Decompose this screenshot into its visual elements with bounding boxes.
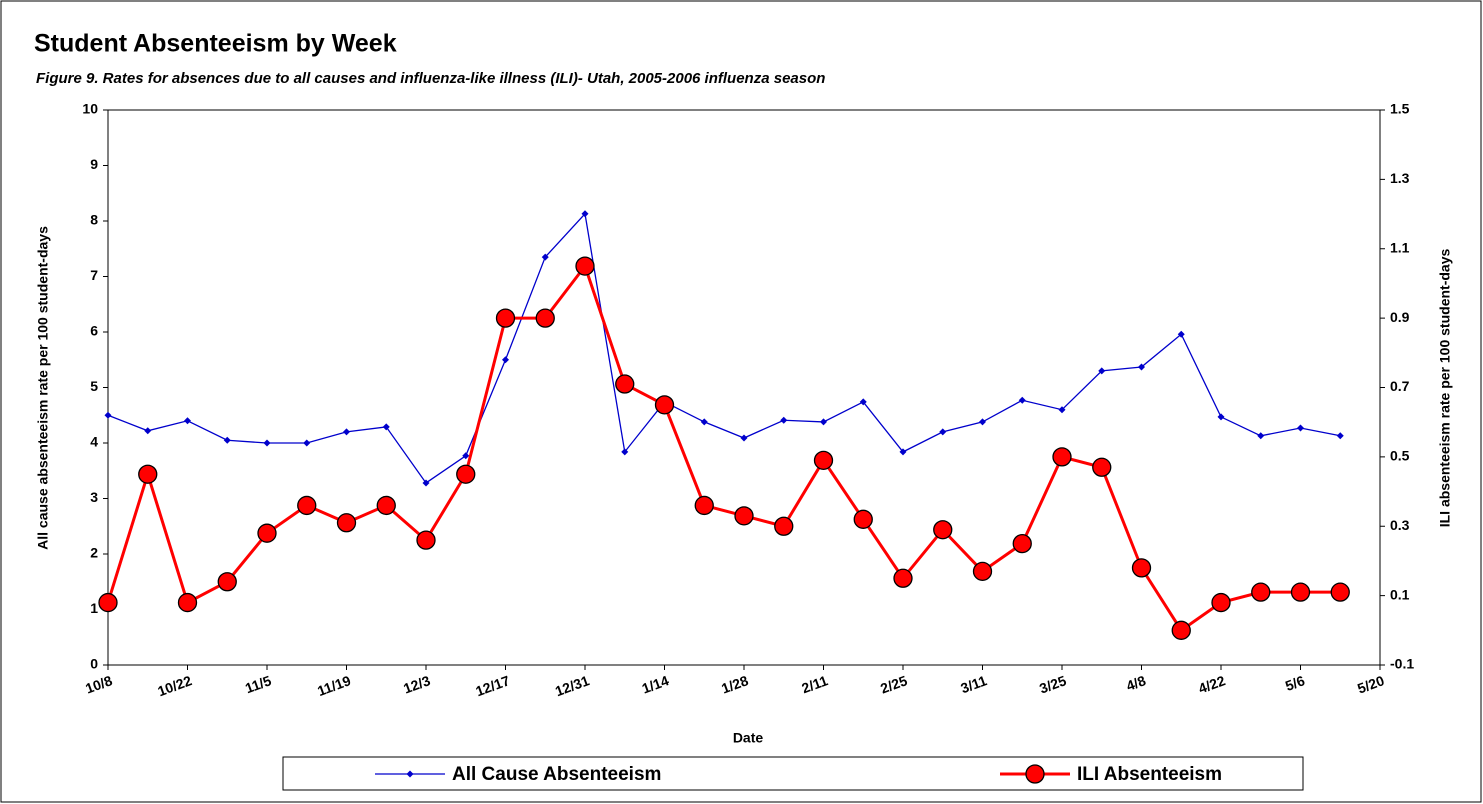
y2-tick-label: 0.7	[1390, 378, 1410, 394]
point	[933, 520, 953, 540]
point	[1330, 582, 1350, 602]
y-tick-label: 7	[90, 267, 98, 283]
point	[774, 516, 794, 536]
y-tick-label: 9	[90, 156, 98, 172]
point	[581, 210, 589, 218]
y2-tick-label: 1.5	[1390, 101, 1410, 117]
point	[939, 428, 947, 436]
y2-tick-label: 0.9	[1390, 309, 1410, 325]
y2-tick-label: -0.1	[1390, 656, 1414, 672]
point	[144, 427, 152, 435]
x-tick-label: 4/8	[1124, 672, 1148, 694]
y-tick-label: 6	[90, 323, 98, 339]
point	[376, 495, 396, 516]
point	[1257, 432, 1265, 440]
point	[575, 256, 595, 276]
point	[1171, 620, 1191, 640]
legend-label: All Cause Absenteeism	[452, 764, 661, 785]
point	[138, 464, 158, 484]
point	[184, 417, 191, 425]
legend-label: ILI Absenteeism	[1077, 764, 1222, 785]
point	[541, 253, 549, 261]
y-axis-label: All cause absenteeism rate per 100 stude…	[35, 226, 51, 550]
point	[502, 356, 509, 364]
y-tick-label: 5	[90, 378, 98, 394]
point	[495, 308, 516, 328]
point	[979, 418, 986, 426]
point	[820, 418, 827, 426]
x-tick-label: 5/6	[1283, 672, 1307, 694]
y-tick-label: 8	[90, 212, 98, 228]
point	[535, 308, 555, 328]
y2-tick-label: 1.1	[1390, 239, 1410, 255]
y2-tick-label: 0.1	[1390, 586, 1410, 602]
point	[217, 572, 237, 592]
y-tick-label: 3	[90, 489, 98, 505]
point	[1211, 592, 1231, 613]
point	[1177, 330, 1185, 338]
point	[740, 434, 748, 442]
y-tick-label: 1	[90, 600, 98, 616]
point	[813, 450, 834, 470]
y2-tick-label: 0.3	[1390, 517, 1410, 533]
point	[406, 770, 414, 778]
legend-box	[282, 756, 1304, 791]
point	[303, 439, 311, 447]
point	[1025, 764, 1045, 784]
point	[257, 523, 277, 543]
point	[1290, 582, 1311, 602]
point	[654, 395, 675, 415]
point	[297, 495, 317, 516]
point	[1217, 413, 1225, 421]
point	[853, 509, 873, 529]
y2-tick-label: 1.3	[1390, 170, 1410, 186]
point	[1052, 447, 1072, 467]
chart-subtitle: Figure 9. Rates for absences due to all …	[36, 70, 825, 87]
point	[223, 436, 231, 444]
point	[104, 411, 112, 419]
chart-title: Student Absenteeism by Week	[34, 30, 397, 58]
point	[462, 452, 470, 460]
point	[1138, 363, 1145, 371]
point	[694, 495, 714, 516]
point	[177, 592, 198, 613]
point	[1018, 396, 1026, 404]
series-line	[107, 212, 1341, 484]
point	[456, 464, 476, 484]
point	[336, 513, 357, 533]
point	[382, 423, 390, 431]
point	[1297, 424, 1304, 432]
point	[700, 418, 708, 426]
y-tick-label: 10	[82, 101, 98, 117]
point	[1336, 432, 1344, 440]
point	[972, 561, 993, 581]
y-tick-label: 4	[90, 434, 98, 450]
point	[615, 374, 635, 394]
point	[416, 530, 436, 550]
point	[734, 506, 754, 526]
point	[1251, 582, 1271, 602]
y-tick-label: 0	[90, 656, 98, 672]
point	[422, 479, 430, 487]
y2-tick-label: 0.5	[1390, 448, 1410, 464]
point	[1058, 406, 1066, 414]
point	[893, 568, 913, 588]
point	[859, 398, 867, 406]
y2-axis-label: ILI absenteeism rate per 100 student-day…	[1437, 249, 1453, 528]
point	[1098, 367, 1106, 375]
point	[1092, 457, 1112, 477]
point	[263, 439, 271, 447]
point	[1012, 533, 1032, 554]
y-tick-label: 2	[90, 545, 98, 561]
point	[621, 448, 629, 456]
x-axis-label: Date	[733, 730, 764, 746]
point	[899, 448, 907, 456]
point	[98, 592, 118, 613]
point	[1131, 558, 1152, 578]
point	[780, 416, 788, 424]
point	[343, 428, 350, 436]
